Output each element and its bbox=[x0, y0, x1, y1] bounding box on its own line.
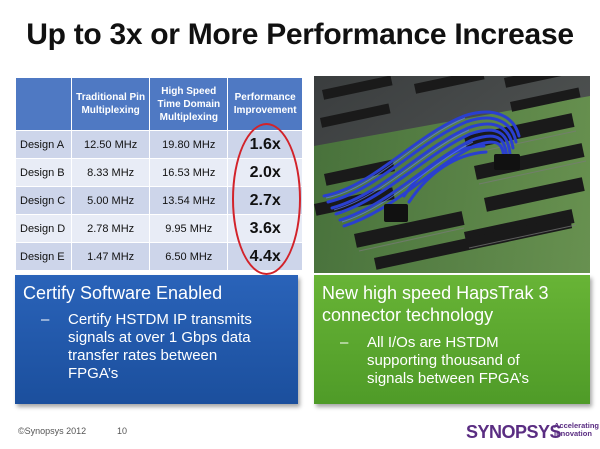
logo-wordmark: SYNOPSYS bbox=[466, 422, 562, 442]
hstdm-frequency: 9.95 MHz bbox=[149, 214, 229, 243]
tpm-frequency: 8.33 MHz bbox=[71, 158, 151, 187]
design-name: Design C bbox=[14, 186, 73, 215]
hapstrak-heading-line-1: New high speed HapsTrak 3 bbox=[322, 283, 549, 303]
tpm-frequency: 12.50 MHz bbox=[71, 130, 151, 159]
hstdm-frequency: 19.80 MHz bbox=[149, 130, 229, 159]
hapstrak-box: New high speed HapsTrak 3 connector tech… bbox=[314, 275, 590, 404]
tpm-frequency: 1.47 MHz bbox=[71, 242, 151, 271]
board-photo bbox=[314, 76, 590, 273]
synopsys-logo: SYNOPSYS Accelerating Innovation bbox=[466, 418, 599, 444]
certify-box: Certify Software Enabled – Certify HSTDM… bbox=[15, 275, 298, 404]
bullet-dash: – bbox=[41, 311, 50, 328]
board-illustration bbox=[314, 76, 590, 273]
table-row: Design D 2.78 MHz 9.95 MHz 3.6x bbox=[14, 214, 303, 243]
hapstrak-bullet-line-3: signals between FPGA’s bbox=[367, 370, 530, 387]
hstdm-frequency: 16.53 MHz bbox=[149, 158, 229, 187]
table-row: Design B 8.33 MHz 16.53 MHz 2.0x bbox=[14, 158, 303, 187]
design-name: Design E bbox=[14, 242, 73, 271]
header-traditional-pin-multiplexing: Traditional Pin Multiplexing bbox=[71, 77, 151, 131]
certify-heading: Certify Software Enabled bbox=[23, 283, 223, 303]
logo-tagline-line-1: Accelerating bbox=[554, 421, 600, 430]
hstdm-frequency: 13.54 MHz bbox=[149, 186, 229, 215]
tpm-frequency: 5.00 MHz bbox=[71, 186, 151, 215]
header-design bbox=[14, 77, 73, 131]
hapstrak-bullet-line-1: All I/Os are HSTDM bbox=[367, 334, 499, 351]
logo-tagline: Accelerating Innovation bbox=[554, 422, 599, 438]
certify-bullet-line-2: signals at over 1 Gbps data bbox=[68, 329, 251, 346]
bullet-dash: – bbox=[340, 334, 349, 351]
header-performance-improvement: Performance Improvement bbox=[227, 77, 303, 131]
tpm-frequency: 2.78 MHz bbox=[71, 214, 151, 243]
copyright-text: ©Synopsys 2012 bbox=[18, 426, 87, 436]
design-name: Design D bbox=[14, 214, 73, 243]
certify-bullet-line-1: Certify HSTDM IP transmits bbox=[68, 311, 252, 328]
improvement-value: 2.7x bbox=[227, 186, 303, 215]
improvement-value: 1.6x bbox=[227, 130, 303, 159]
table-row: Design E 1.47 MHz 6.50 MHz 4.4x bbox=[14, 242, 303, 271]
improvement-value: 2.0x bbox=[227, 158, 303, 187]
logo-tagline-line-2: Innovation bbox=[554, 429, 592, 438]
header-hstdm: High Speed Time Domain Multiplexing bbox=[149, 77, 229, 131]
page-number: 10 bbox=[117, 426, 128, 436]
table-row: Design A 12.50 MHz 19.80 MHz 1.6x bbox=[14, 130, 303, 159]
improvement-value: 3.6x bbox=[227, 214, 303, 243]
design-name: Design B bbox=[14, 158, 73, 187]
hstdm-frequency: 6.50 MHz bbox=[149, 242, 229, 271]
design-name: Design A bbox=[14, 130, 73, 159]
performance-table: Traditional Pin Multiplexing High Speed … bbox=[14, 77, 303, 271]
slide-title: Up to 3x or More Performance Increase bbox=[26, 18, 574, 51]
improvement-value: 4.4x bbox=[227, 242, 303, 271]
hapstrak-heading-line-2: connector technology bbox=[322, 305, 494, 325]
hapstrak-bullet-line-2: supporting thousand of bbox=[367, 352, 520, 369]
table-header-row: Traditional Pin Multiplexing High Speed … bbox=[14, 77, 303, 131]
certify-bullet-line-3: transfer rates between bbox=[68, 347, 218, 364]
certify-bullet-line-4: FPGA’s bbox=[68, 365, 119, 382]
table-row: Design C 5.00 MHz 13.54 MHz 2.7x bbox=[14, 186, 303, 215]
